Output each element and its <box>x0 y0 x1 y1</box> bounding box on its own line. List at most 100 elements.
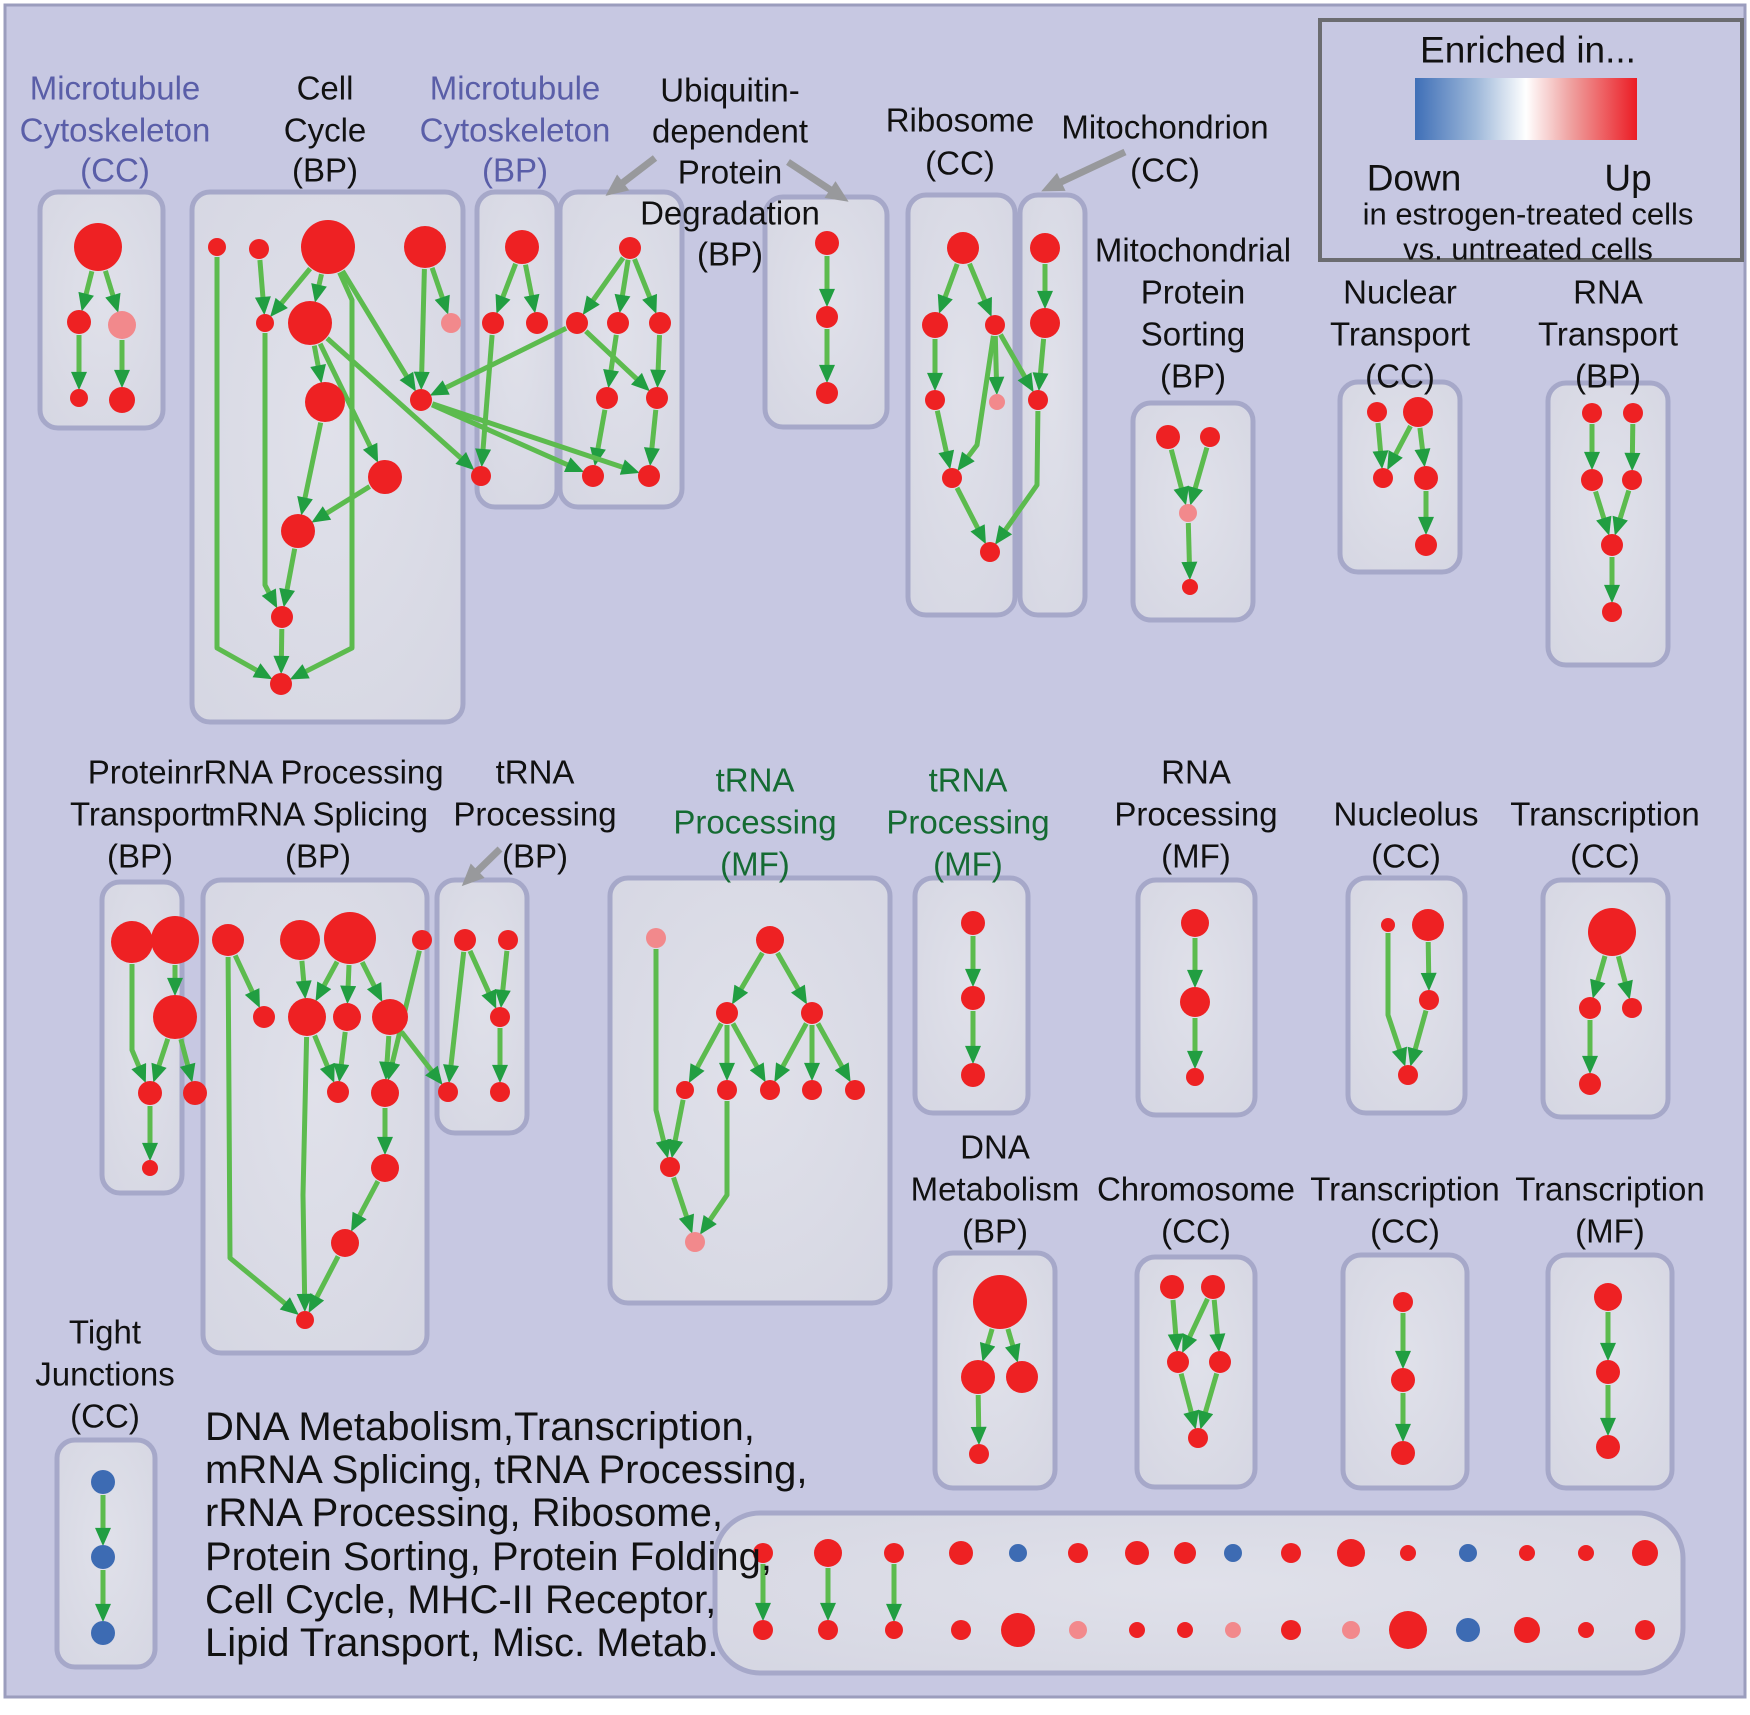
edge-dm1-dm3 <box>1005 1328 1021 1363</box>
gene-set-node-nt4 <box>1414 466 1438 490</box>
edge-rb4-rb6 <box>934 410 955 470</box>
edge-tf2-tf3 <box>731 951 765 1005</box>
gene-set-node-rr7 <box>333 1003 361 1031</box>
cluster-label-microtubule-cytoskeleton-cc-line3: (CC) <box>80 152 150 189</box>
misc-node-bottom-col10 <box>1281 1620 1301 1640</box>
gene-set-node-tf11 <box>685 1232 705 1252</box>
gene-set-node-tg3 <box>961 1063 985 1087</box>
edge-pt1-pt4 <box>129 964 147 1084</box>
edge-cc2-cc5 <box>254 259 271 316</box>
cross-edge-mt3-rb7 <box>995 410 1041 545</box>
gene-set-node-tm1 <box>1594 1283 1622 1311</box>
gene-set-node-tg2 <box>961 986 985 1010</box>
cluster-label-ribosome-line1: Ribosome <box>886 102 1035 139</box>
gene-set-node-tf4 <box>801 1002 823 1024</box>
cluster-label-protein-transport-line2: Transport <box>70 796 210 833</box>
edge-cc3-cc6 <box>311 273 327 303</box>
cluster-label-chromosome-line1: Chromosome <box>1097 1171 1295 1208</box>
cluster-label-tight-junctions-line2: Junctions <box>35 1356 174 1393</box>
gene-set-node-mb2 <box>482 312 504 334</box>
edge-ms1-ms3 <box>1168 448 1190 506</box>
edge-mb1-mb3 <box>523 264 540 314</box>
gene-set-node-tb5 <box>490 1082 510 1102</box>
cluster-label-mitochondrion-line2: (CC) <box>1130 152 1200 189</box>
gene-set-node-mcc5 <box>109 387 135 413</box>
edge-rr2-rr6 <box>295 960 312 1000</box>
gene-set-node-ms2 <box>1200 427 1220 447</box>
cluster-label-transcription-cc-upper-line1: Transcription <box>1510 796 1700 833</box>
gene-set-node-pt1 <box>111 921 153 963</box>
edge-cc3-cc13 <box>289 271 355 680</box>
gene-set-node-tf10 <box>660 1157 680 1177</box>
cluster-label-ubiquitin-degradation-a-line3: Protein <box>678 154 783 191</box>
gene-set-node-rr10 <box>371 1079 399 1107</box>
edge-tf3-tf5 <box>688 1022 724 1084</box>
edge-tf4-tf7 <box>774 1022 809 1083</box>
misc-node-bottom-col1 <box>753 1620 773 1640</box>
misc-node-top-col8 <box>1174 1542 1196 1564</box>
cluster-label-microtubule-cytoskeleton-bp-line1: Microtubule <box>430 70 601 107</box>
edge-rr7-rr9 <box>333 1031 350 1083</box>
cluster-box-microtubule-cytoskeleton-cc <box>37 189 166 431</box>
gene-set-node-ch4 <box>1209 1351 1231 1373</box>
edge-tf4-tf9 <box>815 1022 851 1083</box>
cross-edge-rb3-mt3 <box>998 333 1034 393</box>
edge-rr11-rr12 <box>351 1180 381 1232</box>
gene-set-node-tc2 <box>1579 997 1601 1019</box>
edge-tb2-tb3 <box>494 950 511 1009</box>
gene-set-node-ua1 <box>619 237 641 259</box>
gene-set-node-nt2 <box>1403 397 1433 427</box>
misc-node-bottom-col7 <box>1129 1622 1145 1638</box>
cluster-label-trna-processing-bp-line2: Processing <box>453 796 616 833</box>
edge-rb3-rb6 <box>957 335 996 471</box>
gene-set-node-rt6 <box>1602 602 1622 622</box>
gene-set-node-tb1 <box>454 929 476 951</box>
edge-ua3-ua5 <box>603 334 619 389</box>
gene-set-node-rr12 <box>331 1229 359 1257</box>
gene-set-node-dm1 <box>973 1275 1027 1329</box>
cluster-label-cell-cycle-line3: (BP) <box>292 152 358 189</box>
edge-cc6-cc8 <box>310 345 326 384</box>
edge-cc8-cc11 <box>297 422 324 516</box>
gene-set-node-mcc1 <box>74 223 122 271</box>
gene-set-node-cc1 <box>208 238 226 256</box>
cluster-label-dna-metabolism-line3: (BP) <box>962 1213 1028 1250</box>
edge-mb2-mb4 <box>475 334 495 468</box>
gene-set-node-cc4 <box>404 226 446 268</box>
legend-color-scale <box>1415 78 1637 140</box>
cluster-label-chromosome-line2: (CC) <box>1161 1213 1231 1250</box>
gene-set-node-cc9 <box>410 389 432 411</box>
cluster-label-protein-transport-line1: Protein <box>88 754 193 791</box>
edge-ua4-ua6 <box>650 334 667 389</box>
cluster-label-microtubule-cytoskeleton-bp-line2: Cytoskeleton <box>420 112 611 149</box>
misc-terms-box <box>712 1510 1686 1676</box>
gene-set-node-ub3 <box>816 382 838 404</box>
gene-set-node-tf7 <box>760 1080 780 1100</box>
gene-set-node-ua2 <box>566 312 588 334</box>
cluster-label-dna-metabolism-line2: Metabolism <box>911 1171 1080 1208</box>
misc-node-top-col1 <box>753 1543 773 1563</box>
cluster-label-trna-processing-mf-1-line2: Processing <box>673 804 836 841</box>
cluster-label-rna-transport-line2: Transport <box>1538 316 1678 353</box>
gene-set-node-rr3 <box>324 912 376 964</box>
legend-up-label: Up <box>1604 158 1651 199</box>
gene-set-node-rr8 <box>372 999 408 1035</box>
cluster-label-transcription-cc-lower-line2: (CC) <box>1370 1213 1440 1250</box>
gene-set-node-rp2 <box>1180 987 1210 1017</box>
misc-node-bottom-col5 <box>1001 1613 1035 1647</box>
misc-node-bottom-col9 <box>1225 1622 1241 1638</box>
cluster-label-rna-processing-mf-line2: Processing <box>1114 796 1277 833</box>
misc-node-top-col14 <box>1519 1545 1535 1561</box>
gene-set-node-tc4 <box>1579 1073 1601 1095</box>
edge-rr8-rr10 <box>379 1035 396 1081</box>
gene-set-node-mt2 <box>1030 308 1060 338</box>
misc-node-bottom-col11 <box>1342 1621 1360 1639</box>
gene-set-node-mcc3 <box>108 311 136 339</box>
cluster-label-transcription-cc-upper-line2: (CC) <box>1570 838 1640 875</box>
gene-set-node-rt5 <box>1601 534 1623 556</box>
cross-edge-cc6-mb4 <box>325 336 475 471</box>
edge-rb3-rb5 <box>988 335 1005 396</box>
cross-edge-rr8-tb4 <box>399 1030 443 1085</box>
edge-cc3-cc9 <box>340 269 416 392</box>
